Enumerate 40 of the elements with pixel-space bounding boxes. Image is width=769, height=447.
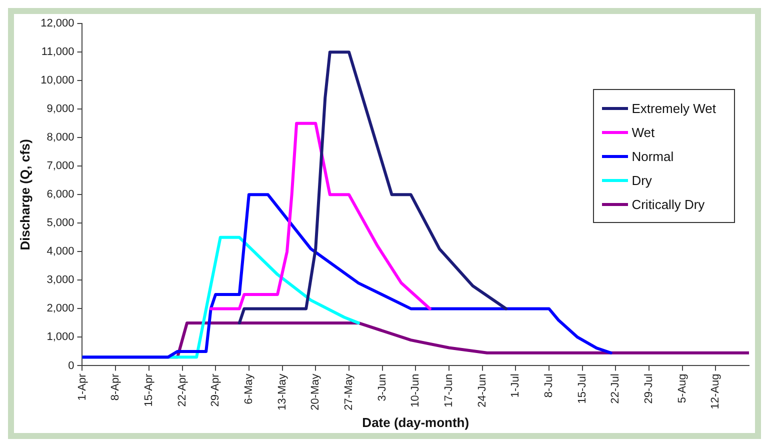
x-tick-label: 29-Apr xyxy=(210,373,222,407)
y-tick-label: 5,000 xyxy=(46,217,74,230)
x-tick-label: 24-Jun xyxy=(476,374,488,408)
y-tick-label: 8,000 xyxy=(46,132,74,144)
y-tick-label: 11,000 xyxy=(41,46,74,58)
x-tick-label: 6-May xyxy=(242,373,255,404)
x-tick-label: 1-Apr xyxy=(76,373,88,401)
x-tick-label: 15-Apr xyxy=(142,373,155,407)
x-axis-title: Date (day-month) xyxy=(362,414,470,430)
x-tick-label: 29-Jul xyxy=(643,374,656,404)
legend-label: Extremely Wet xyxy=(632,100,716,116)
y-tick-label: 4,000 xyxy=(46,246,74,258)
y-tick-label: 2,000 xyxy=(46,302,74,315)
x-tick-label: 22-Jul xyxy=(610,374,622,404)
y-tick-label: 12,000 xyxy=(40,18,74,30)
legend-label: Normal xyxy=(632,148,674,164)
y-axis-title: Discharge (Q, cfs) xyxy=(17,139,32,250)
x-tick-label: 22-Apr xyxy=(176,373,188,407)
x-tick-label: 20-May xyxy=(310,373,322,410)
y-tick-label: 7,000 xyxy=(46,160,74,172)
y-tick-label: 0 xyxy=(68,360,74,372)
x-tick-label: 27-May xyxy=(342,373,355,410)
x-tick-label: 12-Aug xyxy=(710,374,722,410)
y-tick-label: 6,000 xyxy=(46,188,74,201)
x-tick-label: 8-Apr xyxy=(110,373,122,401)
x-tick-label: 1-Jul xyxy=(510,374,522,398)
y-tick-label: 3,000 xyxy=(46,274,74,286)
legend-label: Critically Dry xyxy=(632,196,705,212)
x-tick-label: 17-Jun xyxy=(442,374,455,408)
y-tick-label: 10,000 xyxy=(40,74,74,87)
x-tick-label: 10-Jun xyxy=(410,374,422,408)
x-tick-label: 15-Jul xyxy=(576,374,588,404)
legend-label: Dry xyxy=(632,172,652,188)
legend-label: Wet xyxy=(632,124,655,140)
x-tick-label: 3-Jun xyxy=(376,374,388,402)
y-tick-label: 9,000 xyxy=(46,103,74,116)
y-tick-label: 1,000 xyxy=(46,331,74,344)
x-tick-label: 13-May xyxy=(276,373,288,410)
x-tick-label: 8-Jul xyxy=(543,374,556,398)
x-tick-label: 5-Aug xyxy=(676,374,688,404)
